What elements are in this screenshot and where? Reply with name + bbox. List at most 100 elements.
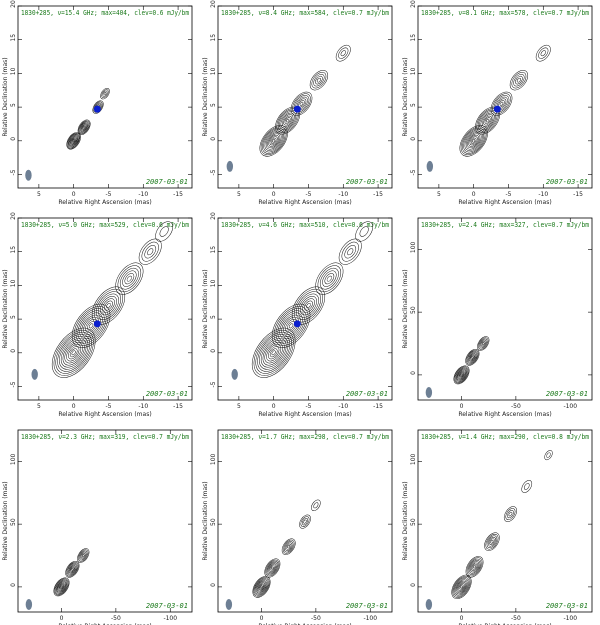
observation-date: 2007-03-01 [546, 602, 588, 610]
contour-line [313, 73, 325, 87]
contour-set [66, 87, 110, 150]
contour-line [272, 139, 276, 143]
contour-line [540, 50, 546, 57]
contour-line [269, 564, 276, 572]
contour-line [285, 542, 293, 551]
contour-line [258, 583, 265, 591]
panel-header: 1830+285, ν=8.1 GHz; max=578, clev=0.7 m… [421, 9, 589, 17]
y-tick-label: 50 [10, 518, 17, 526]
y-tick-label: 20 [210, 212, 217, 220]
contour-line [266, 344, 282, 362]
observation-date: 2007-03-01 [346, 390, 388, 398]
contour-line [70, 567, 75, 572]
panel-header: 1830+285, ν=2.4 GHz; max=327, clev=0.7 m… [421, 221, 589, 229]
contour-line [58, 583, 65, 590]
contour-line [546, 452, 551, 458]
contour-line [293, 95, 310, 113]
contour-line [71, 138, 77, 144]
y-tick-label: 10 [210, 279, 217, 287]
contour-line [270, 137, 277, 144]
contour-line [103, 92, 107, 96]
contour-line [484, 532, 500, 551]
x-tick-label: -10 [338, 191, 348, 198]
x-tick-label: -15 [173, 191, 183, 198]
contour-line [493, 95, 510, 113]
contour-line [251, 327, 296, 378]
contour-line [455, 579, 468, 595]
contour-line [292, 93, 311, 115]
contour-line [508, 511, 513, 517]
observation-date: 2007-03-01 [146, 178, 188, 186]
contour-line [311, 71, 327, 89]
contour-line [119, 267, 139, 290]
contour-line [106, 303, 111, 309]
contour-line [451, 574, 472, 599]
contour-line [291, 286, 326, 325]
y-tick-label: 5 [210, 103, 217, 107]
contour-line [259, 584, 264, 590]
contour-set [51, 221, 174, 378]
x-tick-label: 5 [437, 191, 441, 198]
contour-line [138, 238, 162, 265]
contour-line [59, 336, 89, 370]
y-tick-label: 50 [210, 518, 217, 526]
panel-header: 1830+285, ν=2.3 GHz; max=319, clev=0.7 m… [21, 433, 189, 441]
x-axis-label: Relative Right Ascension (mas) [458, 623, 551, 625]
contour-line [77, 548, 90, 563]
y-tick-label: 5 [410, 103, 417, 107]
contour-line [159, 226, 169, 237]
y-tick-label: 20 [10, 0, 17, 8]
y-axis-label: Relative Declination (mas) [402, 481, 409, 560]
panel-header: 1830+285, ν=4.6 GHz; max=510, clev=0.6 m… [221, 221, 389, 229]
contour-line [306, 303, 311, 309]
x-axis-label: Relative Right Ascension (mas) [58, 199, 151, 206]
contour-line [87, 321, 96, 331]
contour-line [322, 270, 337, 287]
contour-line [68, 346, 80, 360]
contour-line [482, 342, 485, 345]
x-tick-label: 0 [460, 403, 464, 410]
contour-line [467, 133, 481, 149]
contour-line [117, 265, 142, 293]
contour-line [480, 339, 487, 348]
observation-date: 2007-03-01 [146, 602, 188, 610]
y-tick-label: 0 [210, 137, 217, 141]
x-tick-label: 0 [272, 191, 276, 198]
beam-ellipse [225, 598, 233, 610]
plot-frame [217, 429, 393, 613]
x-tick-label: 0 [260, 615, 264, 622]
contour-line [71, 568, 74, 571]
contour-line [463, 129, 485, 153]
contour-line [263, 129, 285, 153]
contour-line [465, 132, 482, 150]
contour-line [56, 581, 67, 593]
contour-line [67, 133, 80, 148]
contour-line [300, 516, 310, 527]
y-tick-label: -5 [10, 381, 17, 387]
contour-set [53, 548, 90, 597]
contour-line [80, 551, 87, 560]
y-tick-label: 50 [410, 306, 417, 314]
contour-line [265, 559, 280, 577]
y-tick-label: 5 [210, 315, 217, 319]
x-tick-label: -100 [163, 615, 177, 622]
contour-line [257, 334, 291, 372]
x-tick-label: -5 [305, 191, 311, 198]
contour-line [468, 353, 477, 362]
contour-line [465, 349, 480, 366]
contour-line [513, 73, 525, 87]
y-tick-label: 10 [10, 279, 17, 287]
panel-header: 1830+285, ν=15.4 GHz; max=404, clev=0.6 … [21, 9, 189, 17]
y-tick-label: 50 [410, 518, 417, 526]
contour-line [290, 91, 313, 116]
plot-frame [17, 429, 193, 613]
x-tick-label: -5 [305, 403, 311, 410]
y-tick-label: 0 [210, 583, 217, 587]
contour-line [279, 111, 296, 130]
contour-line [55, 580, 68, 594]
contour-line [75, 308, 107, 344]
contour-line [67, 563, 78, 576]
contour-line [67, 564, 77, 575]
contour-panel-4: 5 0 -5 -10 -15 -5 0 5 10 15 20 Relative Right Ascen… [2, 212, 193, 418]
contour-line [458, 583, 465, 591]
